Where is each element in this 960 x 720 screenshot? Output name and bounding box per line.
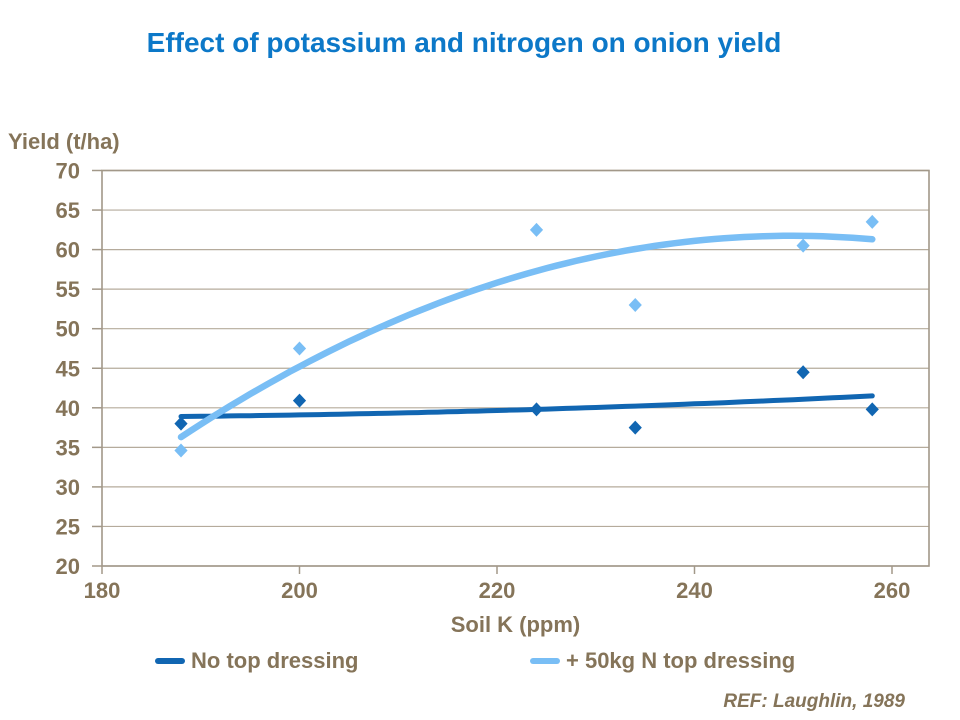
y-tick-label: 25 (56, 514, 80, 539)
data-point-marker (292, 341, 307, 356)
x-tick-label: 200 (281, 578, 318, 603)
y-tick-label: 20 (56, 554, 80, 579)
x-tick-label: 260 (874, 578, 911, 603)
legend-marker-line-light-icon (530, 658, 560, 664)
legend-label: + 50kg N top dressing (566, 648, 796, 673)
y-tick-label: 70 (56, 159, 80, 184)
legend-item-no-top-dressing: No top dressing (155, 648, 358, 674)
data-point-marker (796, 238, 810, 253)
y-tick-label: 40 (56, 396, 80, 421)
x-axis-title: Soil K (ppm) (450, 612, 581, 637)
data-point-marker (529, 222, 544, 237)
y-tick-label: 30 (56, 475, 80, 500)
data-point-marker (174, 443, 188, 458)
y-tick-label: 55 (56, 277, 80, 302)
legend-item-50kg-n: + 50kg N top dressing (530, 648, 795, 674)
data-point-marker (628, 297, 642, 312)
y-tick-label: 45 (56, 356, 80, 381)
series-trendline (178, 393, 875, 419)
x-tick-label: 180 (84, 578, 121, 603)
y-tick-label: 65 (56, 198, 80, 223)
data-point-marker (529, 402, 544, 417)
data-point-marker (796, 365, 810, 380)
plot-border (101, 169, 930, 567)
data-point-marker (292, 393, 307, 408)
x-tick-label: 240 (676, 578, 713, 603)
data-point-marker (865, 402, 879, 417)
legend-label: No top dressing (191, 648, 359, 673)
chart-title: Effect of potassium and nitrogen on onio… (146, 27, 782, 58)
y-axis-title: Yield (t/ha) (8, 129, 120, 154)
series-trendline (177, 232, 876, 441)
data-point-marker (865, 214, 879, 229)
y-tick-label: 60 (56, 238, 80, 263)
data-point-marker (174, 416, 188, 431)
y-tick-label: 35 (56, 435, 80, 460)
x-tick-label: 220 (479, 578, 516, 603)
reference-note: REF: Laughlin, 1989 (723, 691, 905, 712)
legend-marker-line-dark-icon (155, 658, 185, 664)
data-point-marker (628, 420, 642, 435)
y-tick-label: 50 (56, 317, 80, 342)
legend: No top dressing + 50kg N top dressing (0, 648, 960, 678)
